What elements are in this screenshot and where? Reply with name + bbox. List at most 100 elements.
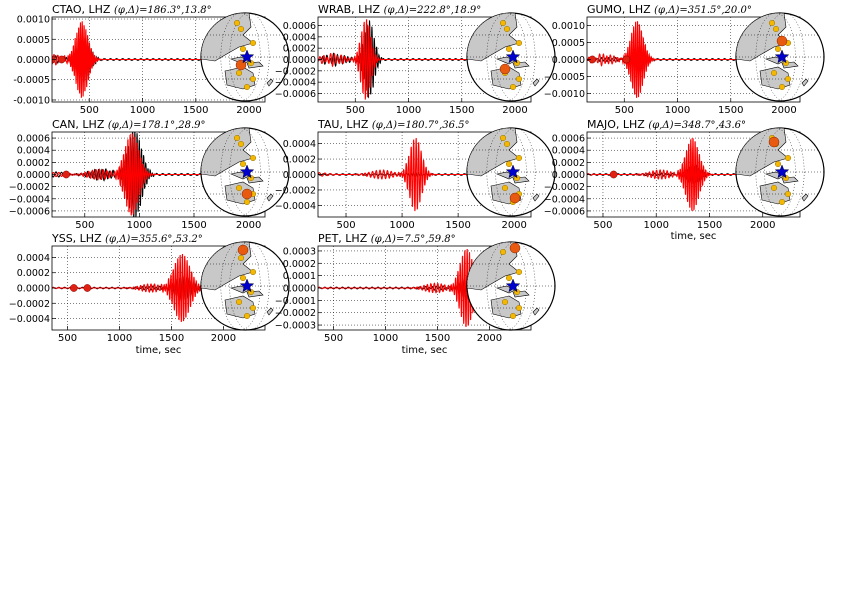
station-marker-4 — [502, 299, 509, 306]
y-tick-label: 0.0000 — [283, 170, 316, 181]
panel-title-station: TAU, LHZ — [317, 118, 372, 131]
station-marker-6 — [249, 75, 256, 82]
traces — [318, 248, 490, 328]
panel-title-station: PET, LHZ — [318, 232, 371, 245]
x-tick-label: 1000 — [107, 333, 132, 344]
meridian-0 — [755, 128, 796, 216]
y-tick-label: 0.0000 — [17, 170, 50, 181]
x-tick-label: 2000 — [750, 220, 775, 231]
land-new-zealand — [532, 193, 540, 202]
station-marker-3 — [775, 46, 782, 53]
y-tick-label: 0.0000 — [552, 55, 585, 66]
y-tick-label: 0.0005 — [552, 38, 585, 49]
land-australia — [224, 295, 256, 319]
panel-title: YSS, LHZ (φ,Δ)=355.6°,53.2° — [51, 232, 203, 245]
x-tick-label: 2000 — [236, 220, 261, 231]
epicenter-star — [774, 49, 790, 64]
x-tick-label: 2000 — [501, 220, 526, 231]
y-tick-label: 0.0004 — [17, 253, 50, 264]
land-new-zealand — [266, 193, 274, 202]
station-marker-7 — [510, 83, 517, 90]
meridian-2 — [495, 128, 536, 216]
y-tick-label: −0.0006 — [544, 206, 585, 217]
panel-title-angles: (φ,Δ)=222.8°,18.9° — [384, 5, 482, 16]
panel-title: PET, LHZ (φ,Δ)=7.5°,59.8° — [318, 232, 456, 245]
y-tick-label: 0.0002 — [283, 44, 316, 55]
inset-globe — [200, 12, 290, 102]
panel-title-angles: (φ,Δ)=178.1°,28.9° — [108, 120, 206, 131]
station-marker-1 — [773, 26, 780, 33]
y-tick-label: -0.0010 — [13, 95, 50, 106]
y-tick-label: −0.0002 — [275, 308, 316, 319]
panel-title-station: GUMO, LHZ — [587, 3, 654, 16]
station-marker-2 — [785, 154, 792, 161]
land-australia — [759, 181, 791, 205]
y-tick-label: 0.0006 — [17, 134, 50, 145]
x-tick-label: 1500 — [449, 105, 474, 116]
panel-title-angles: (φ,Δ)=355.6°,53.2° — [105, 234, 203, 245]
panel-title-station: YSS, LHZ — [51, 232, 105, 245]
y-tick-label: 0.0005 — [17, 35, 50, 46]
station-marker-1 — [504, 26, 511, 33]
meridian-2 — [495, 242, 536, 330]
station-marker-0 — [769, 20, 776, 27]
station-marker-5 — [771, 184, 778, 191]
meridian-0 — [220, 13, 261, 101]
station-marker-1 — [516, 269, 523, 276]
station-marker-3 — [506, 160, 513, 167]
x-tick-label: 2000 — [211, 333, 236, 344]
y-tick-label: 0.0003 — [283, 246, 316, 257]
selected-station-marker — [509, 242, 521, 254]
selected-station-marker — [776, 35, 788, 47]
x-tick-label: 1000 — [130, 105, 155, 116]
seismogram-panel-pet: 500 1000 1500 20000.00030.00020.00010.0000−… — [275, 232, 556, 344]
panel-title-angles: (φ,Δ)=180.7°,36.5° — [372, 120, 470, 131]
epicenter-star — [505, 49, 521, 64]
inset-globe — [200, 127, 290, 217]
meridian-2 — [764, 13, 805, 101]
station-marker-5 — [235, 184, 242, 191]
panel-title-station: CTAO, LHZ — [52, 3, 114, 16]
traces — [587, 21, 764, 98]
station-marker-4 — [235, 299, 242, 306]
phase-marker-0 — [609, 170, 618, 179]
y-tick-label: 0.0002 — [283, 155, 316, 166]
station-marker-3 — [506, 46, 513, 53]
panel-title-station: WRAB, LHZ — [318, 3, 384, 16]
x-tick-label: 1000 — [643, 220, 668, 231]
x-tick-label: 1500 — [718, 105, 743, 116]
panel-title: MAJO, LHZ (φ,Δ)=348.7°,43.6° — [587, 118, 746, 131]
y-tick-label: −0.0002 — [275, 66, 316, 77]
station-marker-0 — [237, 254, 244, 261]
traces — [52, 253, 224, 323]
y-tick-label: −0.0004 — [9, 314, 50, 325]
x-tick-label: 500 — [346, 105, 365, 116]
station-marker-5 — [249, 305, 256, 312]
epicenter-star — [774, 164, 790, 179]
y-tick-label: −0.0010 — [544, 89, 585, 100]
y-tick-label: −0.0005 — [544, 72, 585, 83]
land-new-zealand — [801, 193, 809, 202]
y-tick-label: 0.0010 — [17, 15, 50, 26]
station-marker-5 — [502, 184, 509, 191]
station-marker-5 — [771, 69, 778, 76]
y-tick-label: 0.0002 — [552, 158, 585, 169]
station-marker-6 — [516, 75, 523, 82]
y-tick-label: 0.0002 — [17, 158, 50, 169]
y-tick-label: 0.0000 — [552, 170, 585, 181]
y-tick-label: 0.0006 — [283, 21, 316, 32]
inset-globe — [735, 127, 825, 217]
x-tick-label: 1000 — [396, 105, 421, 116]
selected-station-marker — [768, 136, 780, 148]
x-axis-label: time, sec — [671, 231, 717, 242]
meridian-0 — [220, 242, 261, 330]
land-new-zealand — [532, 78, 540, 87]
epicenter-star — [239, 164, 255, 179]
station-marker-1 — [504, 140, 511, 147]
station-marker-0 — [500, 20, 507, 27]
panel-title-angles: (φ,Δ)=186.3°,13.8° — [114, 5, 212, 16]
synthetic-trace — [587, 21, 763, 98]
y-tick-label: −0.0002 — [9, 299, 50, 310]
y-tick-label: −0.0002 — [544, 182, 585, 193]
